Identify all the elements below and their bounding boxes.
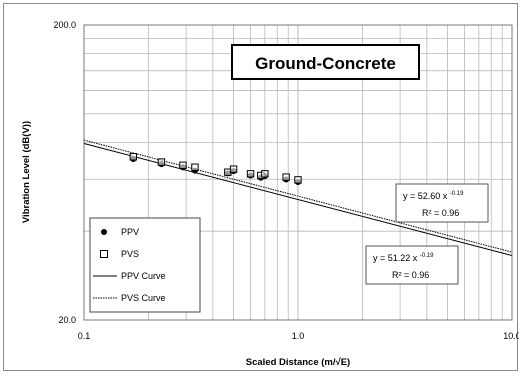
pvs-r-squared: R² = 0.96 [422, 208, 459, 218]
x-tick-label: 0.1 [78, 331, 91, 341]
legend-ppv-curve-label: PPV Curve [121, 271, 166, 281]
ppv-r-squared: R² = 0.96 [392, 270, 429, 280]
ppv-equation-base: y = 51.22 x [373, 253, 418, 263]
legend-item-pvs: PVS [100, 249, 139, 259]
x-tick-label: 10.0 [503, 331, 519, 341]
pvs-equation-box: y = 52.60 x -0.19 R² = 0.96 [395, 183, 489, 223]
tick-labels: 0.1 1.0 10.0 200.0 20.0 [53, 20, 520, 341]
legend-item-pvs-curve: PVS Curve [93, 293, 166, 303]
pvs-point [157, 158, 166, 166]
chart-title: Ground-Concrete [255, 54, 396, 73]
legend: PPV PVS PPV Curve PVS Curve [89, 217, 201, 313]
x-axis-title: Scaled Distance (m/√E) [246, 357, 350, 368]
ppv-curve-line [83, 142, 513, 257]
pvs-equation-exponent: -0.19 [450, 191, 464, 197]
chart-frame: 0.1 1.0 10.0 200.0 20.0 Scaled Distance (m/√… [3, 3, 521, 371]
svg-text:y = 52.60 x -0.19: y = 52.60 x -0.19 [403, 191, 464, 201]
y-tick-label: 20.0 [58, 315, 76, 325]
legend-pvs-curve-label: PVS Curve [121, 293, 166, 303]
legend-item-ppv-curve: PPV Curve [93, 271, 166, 281]
pvs-point [191, 163, 199, 171]
pvs-point [261, 170, 269, 178]
pvs-point [282, 173, 290, 181]
pvs-point [294, 176, 302, 184]
legend-ppv-label: PPV [121, 227, 139, 237]
pvs-point [129, 153, 138, 161]
data-points [129, 153, 302, 186]
pvs-point [246, 170, 255, 178]
ppv-equation-exponent: -0.19 [420, 253, 434, 259]
y-axis-title: Vibration Level (dB(V)) [21, 121, 32, 223]
y-tick-label: 200.0 [53, 20, 76, 30]
legend-item-ppv: PPV [101, 227, 139, 237]
fit-lines [83, 139, 513, 257]
pvs-point [229, 165, 238, 173]
legend-pvs-label: PVS [121, 249, 139, 259]
x-tick-label: 1.0 [292, 331, 305, 341]
plot-area-border [83, 24, 513, 321]
ppv-equation-box: y = 51.22 x -0.19 R² = 0.96 [365, 245, 459, 285]
svg-text:y = 51.22 x -0.19: y = 51.22 x -0.19 [373, 253, 434, 263]
pvs-equation-base: y = 52.60 x [403, 191, 448, 201]
legend-pvs-marker [100, 250, 108, 258]
chart-title-box: Ground-Concrete [231, 44, 420, 80]
chart-svg: 0.1 1.0 10.0 200.0 20.0 Scaled Distance (m/√… [21, 20, 521, 368]
pvs-curve-line [83, 139, 513, 253]
legend-ppv-marker [101, 229, 107, 235]
pvs-point [179, 161, 187, 170]
